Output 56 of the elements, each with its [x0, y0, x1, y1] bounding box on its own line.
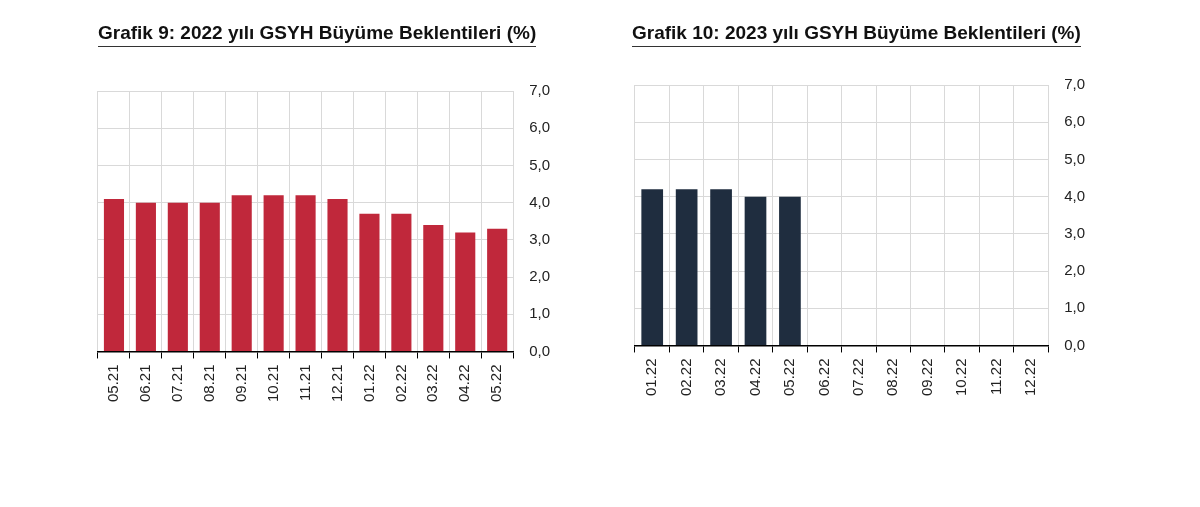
- x-tick-label: 01.22: [359, 364, 377, 403]
- x-tick-label: 03.22: [423, 364, 441, 403]
- x-tick-label: 11.21: [295, 364, 313, 401]
- x-tick-label: 06.22: [814, 358, 832, 397]
- y-tick-label: 6,0: [1064, 112, 1086, 130]
- bar: [455, 232, 476, 351]
- bar: [487, 228, 508, 351]
- x-tick-label: 02.22: [676, 358, 694, 397]
- x-tick-label: 08.22: [883, 358, 901, 397]
- x-tick-label: 01.22: [642, 358, 660, 397]
- x-tick-label: 12.21: [327, 364, 345, 403]
- y-tick-label: 7,0: [1064, 75, 1086, 93]
- y-tick-label: 7,0: [529, 81, 551, 99]
- bar: [135, 202, 156, 351]
- x-tick-label: 10.22: [952, 358, 970, 397]
- x-tick-label: 04.22: [745, 358, 763, 397]
- y-tick-label: 4,0: [529, 192, 551, 210]
- y-tick-label: 0,0: [529, 341, 551, 359]
- y-tick-label: 4,0: [1064, 186, 1086, 204]
- x-tick-label: 03.22: [711, 358, 729, 397]
- chart-title: Grafik 9: 2022 yılı GSYH Büyüme Beklentileri (%): [98, 22, 537, 47]
- x-tick-label: 05.22: [780, 358, 798, 397]
- y-tick-label: 6,0: [529, 118, 551, 136]
- bar: [199, 202, 220, 351]
- bar: [295, 195, 316, 351]
- x-tick-label: 02.22: [391, 364, 409, 403]
- x-tick-label: 07.21: [167, 364, 185, 403]
- x-tick-label: 06.21: [136, 364, 154, 403]
- y-tick-label: 1,0: [1064, 298, 1086, 316]
- chart-title: Grafik 10: 2023 yılı GSYH Büyüme Beklentileri (%): [632, 22, 1081, 47]
- y-tick-label: 5,0: [1064, 149, 1086, 167]
- bar: [327, 198, 348, 351]
- bar: [359, 213, 380, 351]
- y-tick-label: 5,0: [529, 155, 551, 173]
- y-tick-label: 3,0: [529, 229, 551, 247]
- bar: [391, 213, 412, 351]
- y-tick-label: 2,0: [529, 267, 551, 285]
- bar: [103, 198, 125, 351]
- x-tick-label: 08.21: [199, 364, 217, 403]
- y-tick-label: 2,0: [1064, 261, 1086, 279]
- bar: [167, 202, 188, 351]
- x-tick-label: 09.22: [917, 358, 935, 397]
- x-tick-label: 12.22: [1021, 358, 1039, 397]
- x-tick-label: 11.22: [986, 358, 1004, 395]
- x-tick-label: 10.21: [263, 364, 281, 403]
- bar: [263, 195, 284, 351]
- x-tick-label: 09.21: [231, 364, 249, 403]
- x-tick-label: 07.22: [848, 358, 866, 397]
- x-tick-label: 05.22: [487, 364, 505, 403]
- y-tick-label: 0,0: [1064, 335, 1086, 353]
- bar: [231, 195, 252, 351]
- x-tick-label: 05.21: [104, 364, 122, 403]
- x-tick-label: 04.22: [455, 364, 473, 403]
- y-tick-label: 1,0: [529, 304, 551, 322]
- bar: [423, 224, 444, 351]
- y-tick-label: 3,0: [1064, 223, 1086, 241]
